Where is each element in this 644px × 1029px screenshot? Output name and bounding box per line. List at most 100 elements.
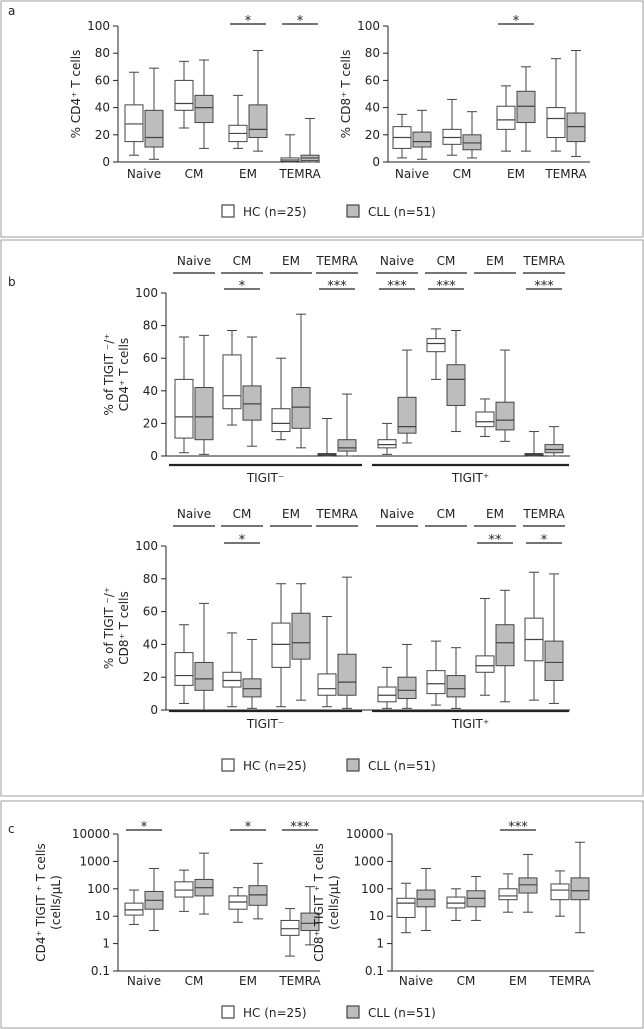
y-tick-label: 1000 — [353, 854, 384, 868]
box-body — [124, 104, 144, 143]
box-body — [144, 109, 164, 148]
box-cll — [291, 313, 311, 449]
box-cll — [300, 886, 320, 946]
y-tick-label: 60 — [143, 351, 158, 365]
y-axis-label: CD4⁺ TIGIT ⁺ T cells — [34, 843, 48, 961]
y-tick-label: 100 — [87, 882, 110, 896]
box-body — [280, 919, 300, 936]
box-body — [412, 131, 432, 148]
category-label: TEMRA — [522, 254, 565, 268]
y-tick-label: 100 — [357, 19, 380, 33]
y-axis-label: (cells/µL) — [327, 875, 341, 930]
y-axis-label: % of TIGIT ⁻/⁺ — [102, 333, 116, 415]
box-hc — [496, 85, 516, 152]
y-tick-label: 20 — [143, 416, 158, 430]
category-label: TEMRA — [315, 507, 358, 521]
legend-cll-label: CLL (n=51) — [368, 205, 436, 219]
y-axis-label: CD8⁺ T cells — [117, 591, 131, 664]
y-axis-label: % of TIGIT ⁻/⁺ — [102, 587, 116, 669]
significance-label: * — [239, 279, 246, 294]
legend-a: HC (n=25) CLL (n=51) — [221, 204, 436, 219]
box-cll — [495, 349, 515, 442]
category-label: Naive — [395, 167, 429, 181]
panel-a-frame — [0, 0, 644, 238]
box-hc — [475, 597, 495, 696]
category-label: CM — [233, 507, 252, 521]
box-hc — [426, 640, 446, 706]
category-label: CM — [185, 167, 204, 181]
box-cll — [570, 841, 590, 934]
box-body — [516, 90, 536, 124]
chart-a_cd4: 0 20 40 60 80 100 % CD4⁺ T cells Naive CM EM * TEMR… — [69, 14, 321, 181]
y-tick-label: 0.1 — [365, 964, 384, 978]
box-body — [475, 655, 495, 673]
category-label: Naive — [177, 507, 211, 521]
legend-cll-swatch — [346, 1005, 360, 1019]
box-cll — [194, 852, 214, 915]
category-label: TEMRA — [522, 507, 565, 521]
box-hc — [174, 869, 194, 912]
box-body — [446, 364, 466, 406]
y-tick-label: 10000 — [346, 827, 384, 841]
panel-b-frame — [0, 239, 644, 797]
legend-b: HC (n=25) CLL (n=51) — [221, 758, 436, 773]
box-body — [174, 881, 194, 898]
box-body — [271, 408, 291, 433]
significance-label: *** — [290, 820, 310, 835]
y-tick-label: 100 — [361, 882, 384, 896]
y-axis-label: (cells/µL) — [49, 875, 63, 930]
significance-label: *** — [387, 279, 407, 294]
box-body — [337, 439, 357, 452]
y-tick-label: 60 — [365, 73, 380, 87]
box-body — [462, 134, 482, 151]
y-tick-label: 0 — [150, 703, 158, 717]
box-cll — [412, 109, 432, 160]
box-body — [337, 653, 357, 696]
chart-b_cd8: 0 20 40 60 80 100 % of TIGIT ⁻/⁺ CD8⁺ T cells Na… — [102, 507, 570, 731]
y-tick-label: 20 — [95, 128, 110, 142]
significance-label: *** — [534, 279, 554, 294]
y-tick-label: 0.1 — [91, 964, 110, 978]
box-body — [495, 624, 515, 667]
box-cll — [194, 59, 214, 149]
box-hc — [174, 60, 194, 129]
box-body — [300, 912, 320, 932]
box-hc — [317, 418, 337, 457]
box-cll — [416, 868, 436, 932]
y-tick-label: 60 — [143, 605, 158, 619]
box-body — [222, 354, 242, 410]
category-label: CM — [185, 974, 204, 988]
box-body — [124, 902, 144, 916]
y-tick-label: 100 — [87, 19, 110, 33]
y-axis-label: % CD4⁺ T cells — [69, 50, 83, 139]
y-tick-label: 80 — [365, 46, 380, 60]
y-tick-label: 100 — [135, 539, 158, 553]
box-cll — [337, 393, 357, 457]
category-label: CM — [233, 254, 252, 268]
y-tick-label: 80 — [95, 46, 110, 60]
y-tick-label: 20 — [365, 128, 380, 142]
box-body — [174, 652, 194, 686]
box-hc — [280, 134, 300, 163]
group-label: TIGIT⁻ — [246, 471, 284, 485]
box-hc — [377, 666, 397, 709]
box-body — [397, 676, 417, 700]
box-hc — [271, 357, 291, 441]
significance-label: * — [541, 533, 548, 548]
legend-c: HC (n=25) CLL (n=51) — [221, 1005, 436, 1020]
significance-label: *** — [327, 279, 347, 294]
panel-label-a: a — [8, 4, 15, 18]
legend-cll-swatch — [346, 758, 360, 772]
box-body — [242, 385, 262, 421]
box-body — [544, 640, 564, 681]
box-body — [446, 896, 466, 909]
y-tick-label: 10 — [95, 909, 110, 923]
box-body — [174, 378, 194, 439]
box-cll — [248, 862, 268, 920]
box-body — [518, 877, 538, 894]
box-hc — [377, 422, 397, 455]
group-label: TIGIT⁺ — [451, 717, 489, 731]
box-hc — [222, 632, 242, 708]
box-body — [248, 104, 268, 139]
